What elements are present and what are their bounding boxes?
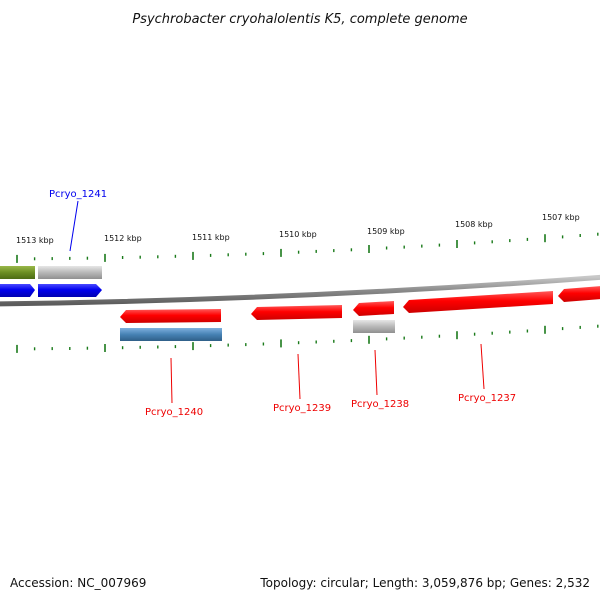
callout-line-pcryo-1239 <box>297 353 301 400</box>
gene-feature-reverse-edge[interactable] <box>558 286 600 302</box>
steel-feature[interactable] <box>120 328 222 341</box>
scale-label-1509: 1509 kbp <box>367 227 405 236</box>
rna-feature[interactable] <box>0 266 35 279</box>
gene-feature-pcryo-1240[interactable] <box>120 309 221 323</box>
callout-line-pcryo-1241 <box>69 200 79 252</box>
accession-text: Accession: NC_007969 <box>10 576 146 590</box>
callout-line-pcryo-1240 <box>170 357 173 404</box>
scale-label-1508: 1508 kbp <box>455 220 493 229</box>
pseudogene-feature-lower[interactable] <box>353 320 395 333</box>
scale-label-1513: 1513 kbp <box>16 236 54 245</box>
map-title: Psychrobacter cryohalolentis K5, complet… <box>132 12 467 27</box>
scale-label-1510: 1510 kbp <box>279 230 317 239</box>
gene-label-pcryo-1237[interactable]: Pcryo_1237 <box>458 393 516 404</box>
scale-label-1511: 1511 kbp <box>192 233 230 242</box>
callout-line-pcryo-1237 <box>480 343 485 390</box>
pseudogene-feature-upper[interactable] <box>38 266 102 279</box>
gene-label-pcryo-1241[interactable]: Pcryo_1241 <box>49 189 107 200</box>
genome-backbone <box>0 274 600 307</box>
gene-feature-pcryo-1237[interactable] <box>403 291 553 313</box>
outer-scale-ticks <box>16 232 599 263</box>
gene-label-pcryo-1238[interactable]: Pcryo_1238 <box>351 399 409 410</box>
gene-label-pcryo-1240[interactable]: Pcryo_1240 <box>145 407 203 418</box>
callout-line-pcryo-1238 <box>374 349 378 396</box>
gene-label-pcryo-1239[interactable]: Pcryo_1239 <box>273 403 331 414</box>
gene-feature-pcryo-1241[interactable] <box>38 284 102 297</box>
scale-label-1507: 1507 kbp <box>542 213 580 222</box>
gene-feature-pcryo-1238[interactable] <box>353 301 394 316</box>
gene-feature-forward-1[interactable] <box>0 284 35 297</box>
inner-scale-ticks <box>16 324 599 353</box>
genome-summary-text: Topology: circular; Length: 3,059,876 bp… <box>259 576 590 590</box>
scale-label-1512: 1512 kbp <box>104 234 142 243</box>
gene-feature-pcryo-1239[interactable] <box>251 305 342 320</box>
